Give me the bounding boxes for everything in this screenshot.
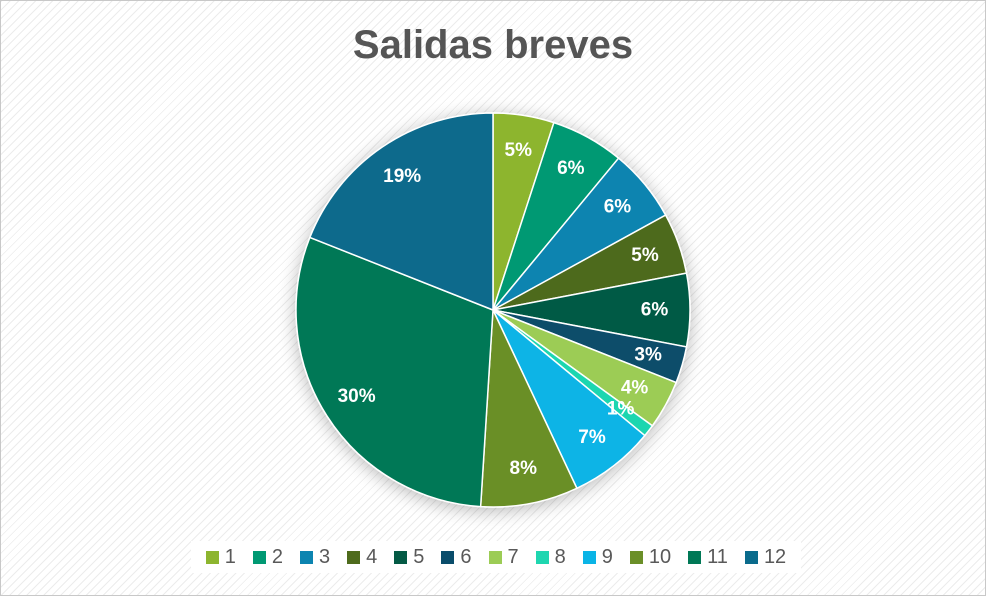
legend-swatch — [252, 550, 266, 564]
data-label-11: 30% — [338, 386, 376, 407]
legend-item-9: 9 — [582, 545, 613, 569]
legend-label: 2 — [271, 545, 284, 568]
legend-label: 3 — [319, 545, 331, 568]
legend-swatch — [535, 550, 549, 564]
legend-label: 1 — [224, 545, 236, 568]
legend-item-11: 11 — [688, 546, 728, 569]
pie-slice-11 — [295, 236, 494, 508]
data-label-9: 7% — [578, 427, 606, 448]
legend-label: 9 — [601, 545, 613, 568]
legend-item-5: 5 — [394, 546, 424, 569]
pie-slice-10 — [479, 309, 578, 508]
data-label-12: 19% — [383, 166, 421, 187]
data-label-7: 4% — [621, 377, 649, 398]
legend-item-10: 10 — [629, 545, 672, 569]
pie-slice-12 — [308, 112, 494, 312]
data-label-8: 1% — [607, 399, 635, 420]
data-label-3: 6% — [604, 197, 632, 218]
legend-item-8: 8 — [535, 545, 566, 569]
legend-label: 7 — [507, 545, 519, 568]
chart-legend: 1 2 3 4 5 6 7 8 9 10 11 12 — [191, 541, 801, 573]
legend-swatch — [582, 550, 596, 564]
legend-swatch — [744, 550, 758, 564]
data-label-4: 5% — [631, 245, 659, 266]
legend-item-7: 7 — [488, 545, 519, 569]
legend-item-3: 3 — [300, 546, 330, 569]
legend-item-2: 2 — [252, 545, 284, 569]
legend-swatch — [688, 550, 702, 564]
data-label-10: 8% — [510, 458, 538, 479]
legend-label: 10 — [648, 545, 672, 568]
legend-label: 8 — [554, 545, 566, 568]
legend-swatch — [629, 550, 643, 564]
legend-item-6: 6 — [441, 545, 472, 569]
legend-swatch — [394, 550, 408, 564]
chart-title: Salidas breves — [352, 23, 634, 67]
legend-label: 6 — [460, 545, 472, 568]
legend-item-1: 1 — [205, 545, 236, 569]
data-label-6: 3% — [634, 345, 662, 366]
legend-swatch — [488, 550, 502, 564]
legend-item-12: 12 — [744, 545, 787, 569]
data-label-2: 6% — [557, 158, 585, 179]
data-label-1: 5% — [505, 140, 533, 161]
data-label-5: 6% — [641, 300, 669, 321]
legend-swatch — [441, 550, 455, 564]
legend-label: 11 — [707, 545, 728, 568]
legend-swatch — [347, 550, 361, 564]
legend-swatch — [300, 550, 314, 564]
legend-label: 5 — [413, 545, 425, 568]
pie-slices — [295, 112, 691, 508]
legend-label: 4 — [366, 545, 378, 568]
legend-item-4: 4 — [347, 546, 377, 569]
legend-swatch — [205, 550, 219, 564]
legend-label: 12 — [763, 545, 787, 568]
